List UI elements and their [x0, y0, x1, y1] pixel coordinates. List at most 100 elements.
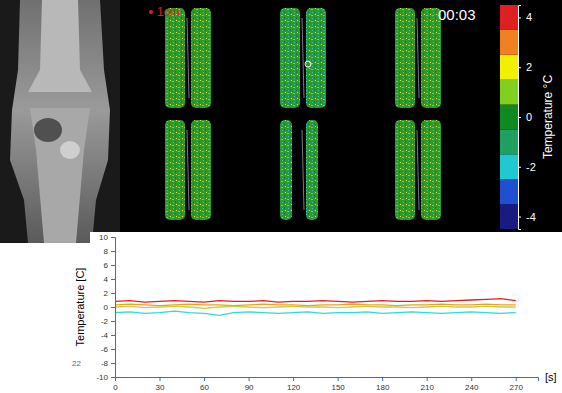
x-axis-line	[116, 378, 539, 382]
x-tick-mark	[471, 377, 472, 381]
thermal-slice	[395, 120, 441, 220]
thermal-bone	[165, 8, 185, 108]
x-tick: 120	[287, 377, 301, 392]
scale-label: 1cm	[157, 5, 180, 19]
y-axis-line	[111, 238, 116, 378]
thermal-bone	[280, 120, 292, 220]
colorbar-tick-label: 2	[526, 61, 532, 73]
y-tick-mark	[111, 237, 115, 238]
colorbar	[500, 5, 518, 229]
x-tick: 210	[421, 377, 435, 392]
slide-number: 22	[72, 359, 81, 368]
thermal-edge	[417, 18, 419, 98]
colorbar-axis-line	[519, 6, 522, 230]
y-tick-label: -6	[101, 345, 109, 354]
y-tick: -6	[101, 345, 115, 354]
thermal-bone	[191, 120, 211, 220]
background	[0, 0, 562, 393]
x-tick: 150	[331, 377, 345, 392]
mri-femur	[28, 0, 92, 92]
y-tick: 0	[104, 303, 115, 312]
y-tick-mark	[111, 265, 115, 266]
thermal-edge	[302, 130, 304, 210]
x-tick: 30	[156, 377, 165, 392]
colorbar-tick: 4	[518, 11, 532, 23]
colorbar-tick-mark	[518, 67, 521, 68]
y-tick-mark	[111, 321, 115, 322]
thermal-edge	[302, 18, 304, 98]
x-tick-mark	[204, 377, 205, 381]
x-tick-label: 270	[510, 383, 524, 392]
y-tick-mark	[111, 293, 115, 294]
thermal-edge	[187, 18, 189, 98]
y-tick: 6	[104, 261, 115, 270]
colorbar-band	[500, 179, 518, 204]
thermal-maps	[165, 8, 441, 220]
thermal-bone	[280, 8, 300, 108]
colorbar-axis: -4 -2 0 2 4	[518, 6, 536, 230]
colorbar-tick: -2	[518, 161, 536, 173]
x-axis-title: [s]	[545, 371, 557, 383]
x-tick: 90	[245, 377, 254, 392]
mri-lesion	[34, 118, 62, 142]
mri-image	[0, 0, 120, 243]
colorbar-band	[500, 204, 518, 229]
colorbar-band	[500, 80, 518, 105]
colorbar-tick-label: -4	[526, 211, 536, 223]
x-axis: 0 30 60 90 120 150 180 210 240 270	[113, 377, 538, 392]
thermal-bone	[421, 120, 441, 220]
series-line	[115, 306, 516, 308]
thermal-bone	[165, 120, 185, 220]
colorbar-tick-label: 0	[526, 111, 532, 123]
x-tick-label: 240	[465, 383, 479, 392]
thermal-bone	[421, 8, 441, 108]
thermal-bone	[306, 120, 318, 220]
thermal-bone	[306, 8, 326, 108]
y-tick: -10	[96, 373, 115, 382]
x-tick-label: 180	[376, 383, 390, 392]
colorbar-tick: 0	[518, 111, 532, 123]
y-tick-label: 8	[104, 247, 109, 256]
x-tick-mark	[160, 377, 161, 381]
y-tick: -2	[101, 317, 115, 326]
series-line	[115, 311, 516, 315]
thermal-edge	[417, 130, 419, 210]
y-tick-mark	[111, 363, 115, 364]
mri-leg	[10, 0, 110, 243]
thermal-edge	[187, 130, 189, 210]
scale-dot	[149, 10, 153, 14]
x-tick-label: 120	[287, 383, 301, 392]
y-axis-title: Temperature [C]	[74, 268, 86, 347]
x-tick: 60	[200, 377, 209, 392]
thermal-bone	[191, 8, 211, 108]
y-tick: 10	[99, 233, 115, 242]
y-tick-label: -2	[101, 317, 109, 326]
x-tick-label: 30	[156, 383, 165, 392]
x-tick-label: 0	[113, 383, 118, 392]
y-tick-mark	[111, 349, 115, 350]
y-tick-mark	[111, 307, 115, 308]
y-tick: -4	[101, 331, 115, 340]
roi-marker	[305, 61, 311, 67]
timestamp: 00:03	[438, 6, 476, 23]
slide: 1cm00:03-4-2024Temperature °C03060901201…	[0, 0, 562, 393]
thermal-slice	[280, 120, 318, 220]
y-tick: -8	[101, 359, 115, 368]
series-line	[115, 304, 516, 305]
colorbar-band	[500, 105, 518, 130]
x-tick: 270	[510, 377, 524, 392]
colorbar-band	[500, 30, 518, 55]
y-tick-mark	[111, 335, 115, 336]
mri-tibia	[30, 108, 90, 243]
x-tick-mark	[516, 377, 517, 381]
map-panel	[118, 0, 562, 232]
y-tick-label: -10	[96, 373, 108, 382]
x-tick-label: 210	[421, 383, 435, 392]
series-line	[115, 299, 516, 303]
thermal-slice	[280, 8, 326, 108]
colorbar-band	[500, 154, 518, 179]
y-tick-label: -4	[101, 331, 109, 340]
lines	[115, 299, 516, 316]
colorbar-band	[500, 5, 518, 30]
x-tick-label: 150	[331, 383, 345, 392]
